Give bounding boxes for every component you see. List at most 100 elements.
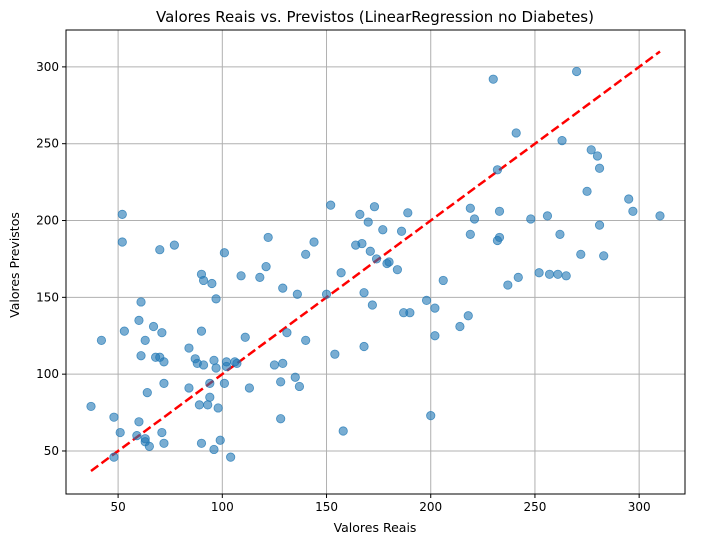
plot-frame	[65, 29, 686, 495]
data-point	[134, 417, 144, 427]
data-point	[159, 378, 169, 388]
data-point	[136, 351, 146, 361]
data-point	[255, 272, 265, 282]
data-point	[542, 211, 553, 221]
data-point	[511, 128, 521, 138]
data-point	[392, 265, 402, 275]
data-point	[232, 358, 242, 369]
x-tick-label: 100	[211, 500, 234, 514]
data-point	[294, 381, 305, 392]
data-point	[148, 321, 159, 332]
y-tick-label: 200	[36, 214, 59, 228]
data-point	[455, 321, 465, 332]
x-tick-label: 250	[523, 500, 546, 514]
data-point	[359, 288, 369, 298]
data-point	[586, 145, 596, 155]
data-point	[236, 271, 246, 281]
grid	[66, 30, 685, 494]
data-point	[278, 283, 288, 293]
data-point	[292, 289, 302, 299]
data-point	[384, 257, 394, 267]
data-point	[594, 220, 605, 230]
data-point	[134, 315, 144, 325]
data-point	[221, 361, 232, 372]
data-point	[326, 200, 336, 210]
data-point	[211, 294, 221, 304]
data-point	[96, 335, 107, 345]
data-point	[136, 297, 146, 307]
data-point	[203, 400, 213, 410]
data-point	[465, 203, 475, 213]
data-point	[561, 271, 571, 281]
data-point	[301, 335, 311, 345]
data-point	[363, 217, 373, 227]
y-tick-label: 100	[36, 367, 59, 381]
data-point	[369, 202, 380, 212]
data-point	[555, 229, 565, 239]
data-point	[142, 387, 152, 398]
data-point	[205, 378, 215, 388]
data-point	[357, 238, 367, 249]
data-point	[599, 251, 609, 261]
y-tick-label: 150	[36, 290, 59, 304]
data-point	[207, 278, 217, 289]
data-point	[184, 343, 194, 353]
data-point	[534, 268, 544, 278]
data-point	[426, 411, 436, 421]
x-tick-label: 300	[628, 500, 651, 514]
y-tick-label: 250	[36, 137, 59, 151]
data-point	[205, 392, 215, 402]
data-point	[492, 165, 503, 175]
data-point	[290, 372, 300, 382]
data-point	[169, 240, 179, 250]
y-axis-ticks: 50 100 150 200 250 300	[36, 60, 66, 458]
data-point	[359, 341, 369, 352]
chart-title: Valores Reais vs. Previstos (LinearRegre…	[156, 8, 594, 26]
data-point	[209, 355, 219, 365]
data-point	[396, 226, 407, 236]
data-point	[355, 209, 365, 219]
data-point	[405, 308, 415, 318]
data-point	[159, 438, 169, 448]
data-point	[119, 326, 129, 336]
data-point	[219, 248, 229, 258]
data-point	[365, 246, 375, 256]
data-point	[244, 383, 255, 393]
data-point	[117, 209, 127, 219]
data-point	[198, 360, 209, 370]
data-point	[582, 186, 592, 196]
data-point	[109, 452, 119, 462]
data-point	[330, 349, 340, 359]
data-point	[557, 136, 567, 146]
data-point	[159, 357, 169, 367]
data-point	[655, 211, 665, 221]
data-point	[157, 427, 167, 438]
data-point	[438, 275, 448, 286]
data-point	[576, 249, 586, 259]
data-point	[513, 272, 523, 282]
data-point	[196, 438, 207, 448]
data-point	[140, 335, 150, 345]
data-point	[430, 303, 440, 313]
data-point	[430, 331, 440, 341]
data-point	[301, 249, 311, 259]
x-axis-ticks: 50 100 150 200 250 300	[110, 494, 651, 514]
data-point	[194, 400, 204, 410]
data-point	[109, 412, 119, 422]
x-tick-label: 50	[110, 500, 125, 514]
data-point	[371, 254, 382, 264]
data-point	[196, 326, 207, 336]
data-point	[213, 403, 223, 413]
data-point	[198, 275, 209, 286]
data-point	[403, 208, 413, 218]
x-tick-label: 150	[315, 500, 338, 514]
data-point	[117, 237, 127, 247]
data-point	[132, 431, 142, 441]
data-point	[465, 229, 475, 239]
data-points	[86, 66, 665, 462]
data-point	[211, 363, 221, 373]
y-tick-label: 50	[44, 444, 59, 458]
data-point	[209, 444, 219, 455]
